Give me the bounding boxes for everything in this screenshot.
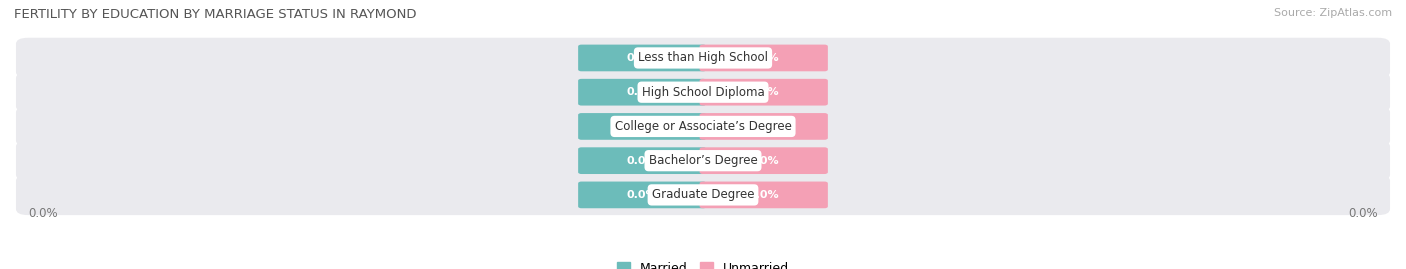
Text: Bachelor’s Degree: Bachelor’s Degree [648,154,758,167]
Text: 0.0%: 0.0% [748,156,779,166]
Text: 0.0%: 0.0% [1348,207,1378,220]
Text: High School Diploma: High School Diploma [641,86,765,99]
FancyBboxPatch shape [15,140,1391,181]
Text: 0.0%: 0.0% [627,87,658,97]
FancyBboxPatch shape [700,79,828,105]
Text: 0.0%: 0.0% [748,121,779,132]
FancyBboxPatch shape [15,175,1391,215]
FancyBboxPatch shape [15,38,1391,78]
FancyBboxPatch shape [700,45,828,71]
Text: 0.0%: 0.0% [748,190,779,200]
FancyBboxPatch shape [578,113,706,140]
Text: 0.0%: 0.0% [627,190,658,200]
FancyBboxPatch shape [578,147,706,174]
Text: Graduate Degree: Graduate Degree [652,188,754,201]
FancyBboxPatch shape [15,106,1391,147]
Legend: Married, Unmarried: Married, Unmarried [617,261,789,269]
Text: 0.0%: 0.0% [627,156,658,166]
FancyBboxPatch shape [578,79,706,105]
FancyBboxPatch shape [578,45,706,71]
Text: FERTILITY BY EDUCATION BY MARRIAGE STATUS IN RAYMOND: FERTILITY BY EDUCATION BY MARRIAGE STATU… [14,8,416,21]
FancyBboxPatch shape [700,113,828,140]
Text: 0.0%: 0.0% [748,53,779,63]
FancyBboxPatch shape [578,182,706,208]
FancyBboxPatch shape [700,147,828,174]
FancyBboxPatch shape [15,72,1391,112]
Text: Source: ZipAtlas.com: Source: ZipAtlas.com [1274,8,1392,18]
Text: 0.0%: 0.0% [28,207,58,220]
Text: Less than High School: Less than High School [638,51,768,65]
FancyBboxPatch shape [700,182,828,208]
Text: 0.0%: 0.0% [748,87,779,97]
Text: 0.0%: 0.0% [627,53,658,63]
Text: 0.0%: 0.0% [627,121,658,132]
Text: College or Associate’s Degree: College or Associate’s Degree [614,120,792,133]
